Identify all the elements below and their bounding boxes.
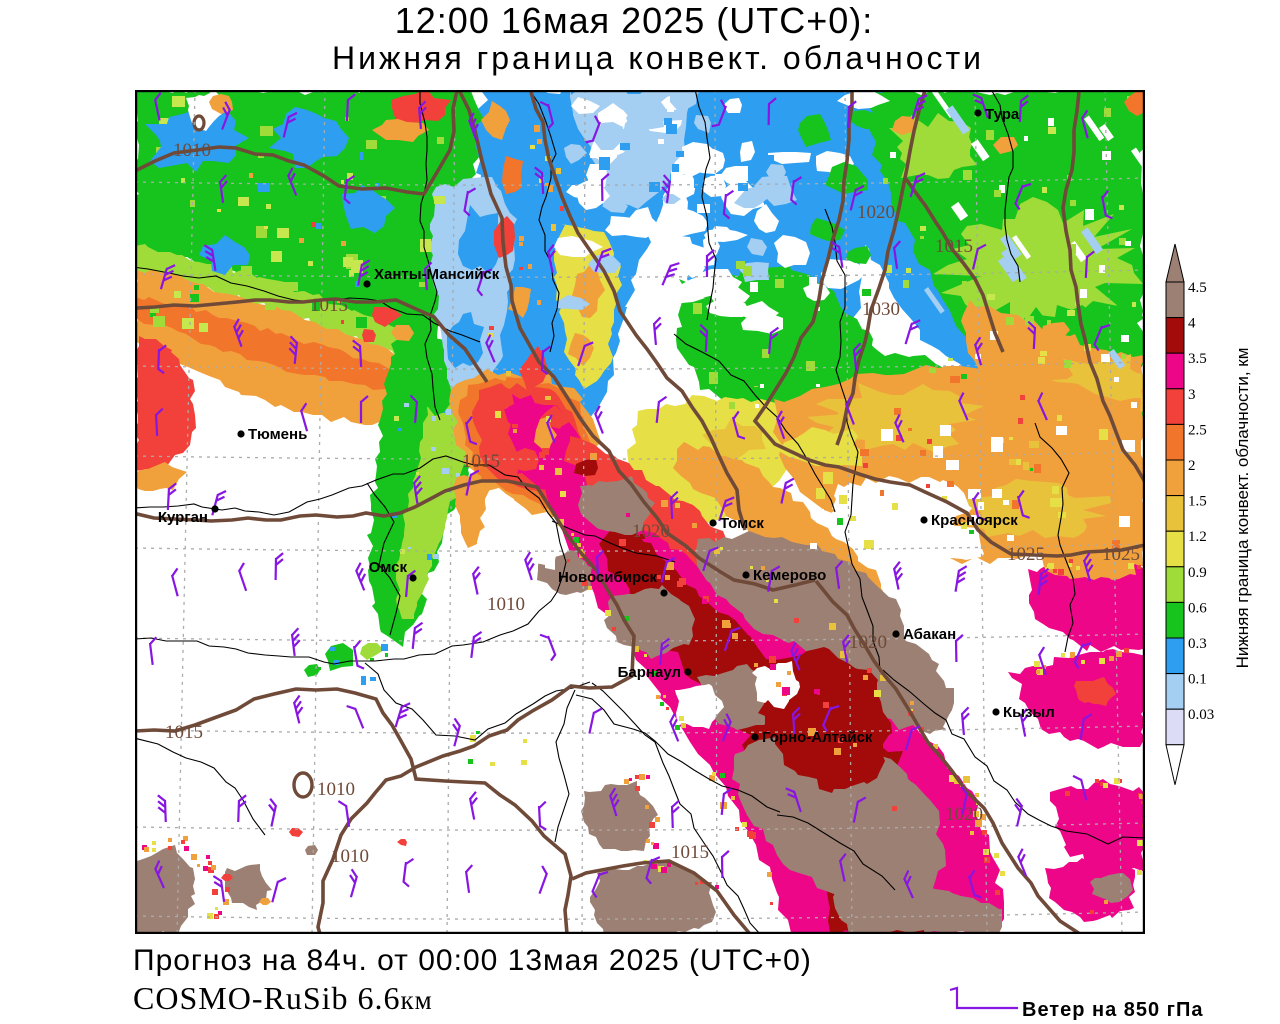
svg-text:4: 4 bbox=[1188, 316, 1196, 332]
svg-text:1015: 1015 bbox=[671, 842, 709, 863]
svg-text:3: 3 bbox=[1188, 387, 1196, 403]
svg-text:Тюмень: Тюмень bbox=[248, 426, 307, 443]
svg-text:Барнаул: Барнаул bbox=[618, 664, 681, 681]
svg-text:0.3: 0.3 bbox=[1188, 636, 1207, 652]
svg-text:1025: 1025 bbox=[1007, 544, 1045, 565]
svg-text:0.9: 0.9 bbox=[1188, 565, 1207, 581]
svg-text:2.5: 2.5 bbox=[1188, 422, 1207, 438]
svg-text:Курган: Курган bbox=[158, 509, 208, 526]
svg-text:1015: 1015 bbox=[165, 722, 203, 743]
svg-text:Тура: Тура bbox=[985, 106, 1020, 123]
svg-text:0.6: 0.6 bbox=[1188, 600, 1207, 616]
svg-text:1020: 1020 bbox=[849, 632, 887, 653]
svg-text:Нижняя граница конвект. облачн: Нижняя граница конвект. облачности, км bbox=[1233, 348, 1252, 669]
svg-text:0.03: 0.03 bbox=[1188, 707, 1214, 723]
svg-text:Горно-Алтайск: Горно-Алтайск bbox=[762, 729, 873, 746]
svg-text:Ханты-Мансийск: Ханты-Мансийск bbox=[374, 266, 500, 283]
svg-text:Кемерово: Кемерово bbox=[753, 567, 826, 584]
svg-text:1030: 1030 bbox=[862, 299, 900, 320]
svg-text:1010: 1010 bbox=[331, 846, 369, 867]
svg-text:1020: 1020 bbox=[857, 202, 895, 223]
svg-text:Красноярск: Красноярск bbox=[931, 512, 1018, 529]
svg-text:1.5: 1.5 bbox=[1188, 494, 1207, 510]
svg-text:1020: 1020 bbox=[945, 804, 983, 825]
svg-text:1015: 1015 bbox=[462, 451, 500, 472]
svg-text:1020: 1020 bbox=[632, 521, 670, 542]
svg-text:0.1: 0.1 bbox=[1188, 672, 1207, 688]
svg-text:1010: 1010 bbox=[173, 140, 211, 161]
svg-text:2: 2 bbox=[1188, 458, 1196, 474]
svg-text:1025: 1025 bbox=[1102, 544, 1140, 565]
svg-text:Абакан: Абакан bbox=[903, 626, 956, 643]
svg-text:Новосибирск: Новосибирск bbox=[558, 569, 658, 586]
svg-text:Томск: Томск bbox=[720, 515, 764, 532]
svg-text:1010: 1010 bbox=[487, 594, 525, 615]
svg-text:4.5: 4.5 bbox=[1188, 280, 1207, 296]
svg-text:Омск: Омск bbox=[369, 559, 408, 576]
svg-text:1015: 1015 bbox=[935, 236, 973, 257]
svg-text:Ветер на 850 гПа: Ветер на 850 гПа bbox=[1022, 999, 1204, 1021]
svg-text:1.2: 1.2 bbox=[1188, 529, 1207, 545]
svg-text:1015: 1015 bbox=[310, 295, 348, 316]
svg-text:Кызыл: Кызыл bbox=[1003, 704, 1055, 721]
svg-text:3.5: 3.5 bbox=[1188, 351, 1207, 367]
svg-text:1010: 1010 bbox=[317, 779, 355, 800]
